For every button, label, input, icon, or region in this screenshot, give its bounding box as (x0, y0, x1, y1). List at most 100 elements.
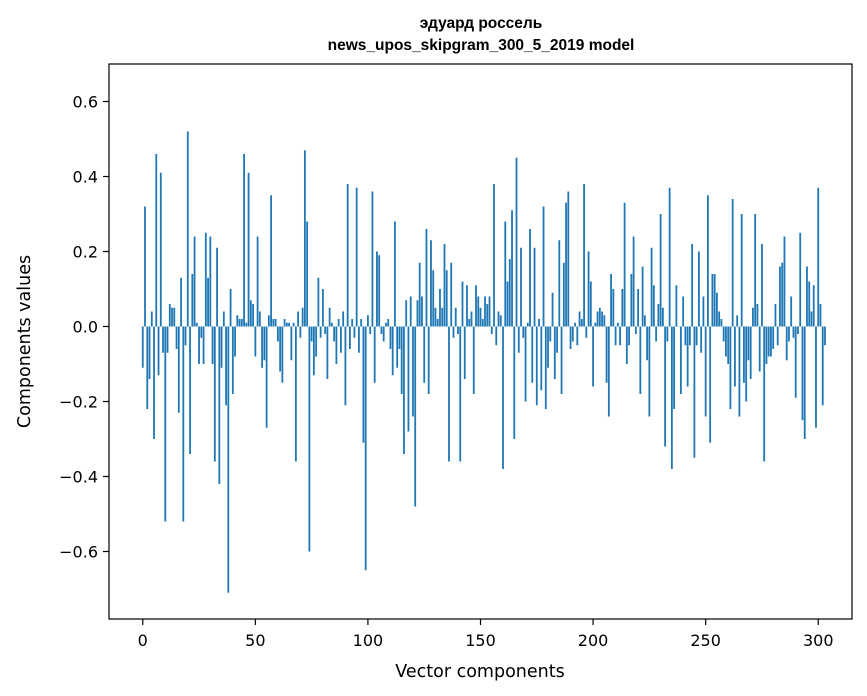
bar (659, 214, 662, 327)
bar (603, 315, 606, 327)
bar (580, 319, 583, 327)
bar (155, 154, 158, 327)
bar (409, 296, 412, 327)
bar (544, 326, 547, 409)
bar (306, 221, 309, 327)
bar (661, 307, 664, 327)
bar (517, 326, 520, 353)
bar (765, 326, 768, 364)
bar (594, 322, 597, 327)
bar (540, 326, 543, 391)
bar (225, 326, 227, 406)
bar (524, 326, 527, 402)
bar (761, 244, 763, 327)
bar (290, 326, 293, 361)
bar (184, 326, 187, 346)
bar (612, 289, 615, 327)
bar (596, 311, 599, 327)
x-tick-label: 300 (803, 631, 834, 650)
bar (310, 326, 313, 342)
bar (294, 326, 297, 462)
bar (767, 326, 770, 357)
bar (425, 229, 428, 327)
bar (141, 326, 144, 368)
bar (340, 326, 342, 353)
bar (578, 311, 581, 327)
bar (758, 326, 761, 372)
bar (592, 326, 594, 387)
bar (459, 326, 462, 462)
bar (396, 326, 399, 368)
x-tick-label: 200 (578, 631, 609, 650)
bar (153, 326, 155, 439)
bar (806, 266, 808, 327)
bar (704, 326, 707, 417)
bar (736, 315, 739, 327)
bar (222, 311, 225, 327)
bar (666, 326, 669, 342)
bar (526, 322, 529, 327)
bar (430, 240, 432, 327)
bar (297, 311, 300, 327)
bar (770, 326, 772, 357)
bar (189, 326, 191, 454)
x-tick-label: 250 (690, 631, 721, 650)
bar (553, 326, 556, 379)
bar (394, 221, 396, 327)
bar (445, 270, 448, 327)
bar (380, 326, 383, 334)
bar (328, 307, 331, 327)
bar (432, 270, 435, 327)
bar (236, 315, 239, 327)
bar (387, 319, 390, 327)
bar (276, 326, 279, 342)
x-tick-label: 100 (353, 631, 384, 650)
bar (162, 326, 164, 353)
bar (434, 307, 437, 327)
bar (569, 326, 572, 349)
bar (731, 199, 734, 327)
y-tick-label: −0.4 (59, 468, 98, 487)
bar (668, 187, 671, 327)
bar (378, 255, 381, 327)
bar (301, 307, 304, 327)
bar (195, 322, 198, 327)
bar (542, 206, 545, 327)
bar (779, 266, 781, 327)
bar (385, 322, 387, 327)
bar (585, 326, 588, 338)
bar (324, 326, 327, 334)
bar (202, 326, 205, 364)
bar (522, 326, 525, 338)
bar (515, 157, 518, 327)
bar (641, 266, 644, 327)
y-tick-label: 0.4 (73, 168, 98, 187)
bar (450, 262, 453, 327)
bar (587, 251, 590, 327)
bar (815, 326, 817, 428)
bar (349, 326, 351, 349)
bar (371, 191, 374, 327)
bar (511, 210, 513, 327)
bar (443, 244, 446, 327)
bar (256, 236, 259, 327)
bar (466, 285, 468, 327)
bar (571, 326, 574, 342)
bar (675, 285, 678, 327)
bar (198, 326, 200, 364)
bar (502, 326, 504, 469)
bar (565, 202, 567, 327)
bar (439, 289, 441, 327)
bar (664, 326, 667, 447)
bar (454, 307, 457, 327)
bar (754, 214, 757, 327)
bar (547, 326, 549, 368)
bar (707, 195, 709, 327)
bar (756, 304, 759, 327)
bar (740, 214, 743, 327)
x-tick-label: 50 (245, 631, 265, 650)
bar (364, 326, 367, 571)
bar (231, 326, 234, 394)
y-axis-ticks: −0.6 −0.4 −0.2 0.0 0.2 0.4 0.6 (59, 93, 109, 562)
